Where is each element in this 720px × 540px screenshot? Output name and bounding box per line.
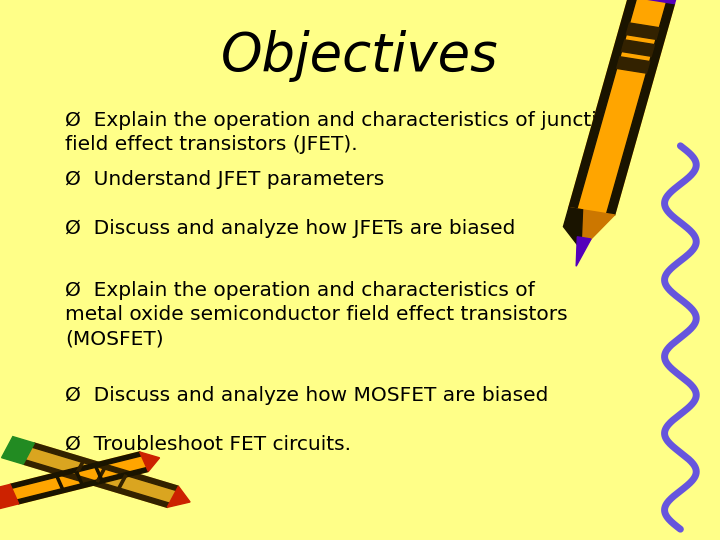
Polygon shape <box>95 467 102 479</box>
Polygon shape <box>10 452 141 488</box>
Polygon shape <box>1 437 35 464</box>
Text: Ø  Explain the operation and characteristics of junction
field effect transistor: Ø Explain the operation and characterist… <box>65 111 622 154</box>
Polygon shape <box>569 0 636 209</box>
Polygon shape <box>0 484 19 509</box>
Polygon shape <box>564 208 582 249</box>
Polygon shape <box>23 460 169 507</box>
Polygon shape <box>17 468 148 504</box>
Polygon shape <box>629 0 683 4</box>
Polygon shape <box>23 443 179 507</box>
Text: Ø  Discuss and analyze how MOSFET are biased: Ø Discuss and analyze how MOSFET are bia… <box>65 386 548 405</box>
Polygon shape <box>606 2 675 215</box>
Text: Ø  Discuss and analyze how JFETs are biased: Ø Discuss and analyze how JFETs are bias… <box>65 219 516 238</box>
Polygon shape <box>167 487 190 507</box>
Polygon shape <box>569 0 675 215</box>
Text: Ø  Troubleshoot FET circuits.: Ø Troubleshoot FET circuits. <box>65 435 351 454</box>
Text: Ø  Explain the operation and characteristics of
metal oxide semiconductor field : Ø Explain the operation and characterist… <box>65 281 567 348</box>
Text: Ø  Understand JFET parameters: Ø Understand JFET parameters <box>65 170 384 189</box>
Polygon shape <box>75 462 84 475</box>
Polygon shape <box>576 237 591 266</box>
Polygon shape <box>76 472 83 484</box>
Polygon shape <box>96 469 105 482</box>
Polygon shape <box>118 475 127 488</box>
Polygon shape <box>616 57 649 73</box>
Polygon shape <box>32 443 179 490</box>
Polygon shape <box>569 208 615 249</box>
Polygon shape <box>56 477 63 489</box>
Polygon shape <box>140 452 160 471</box>
Polygon shape <box>621 40 654 56</box>
Polygon shape <box>626 23 660 39</box>
Text: Objectives: Objectives <box>221 30 499 82</box>
Polygon shape <box>10 452 148 504</box>
